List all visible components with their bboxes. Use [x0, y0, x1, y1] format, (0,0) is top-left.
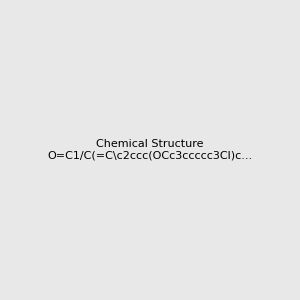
Text: Chemical Structure
O=C1/C(=C\c2ccc(OCc3ccccc3Cl)c...: Chemical Structure O=C1/C(=C\c2ccc(OCc3c… [47, 139, 253, 161]
